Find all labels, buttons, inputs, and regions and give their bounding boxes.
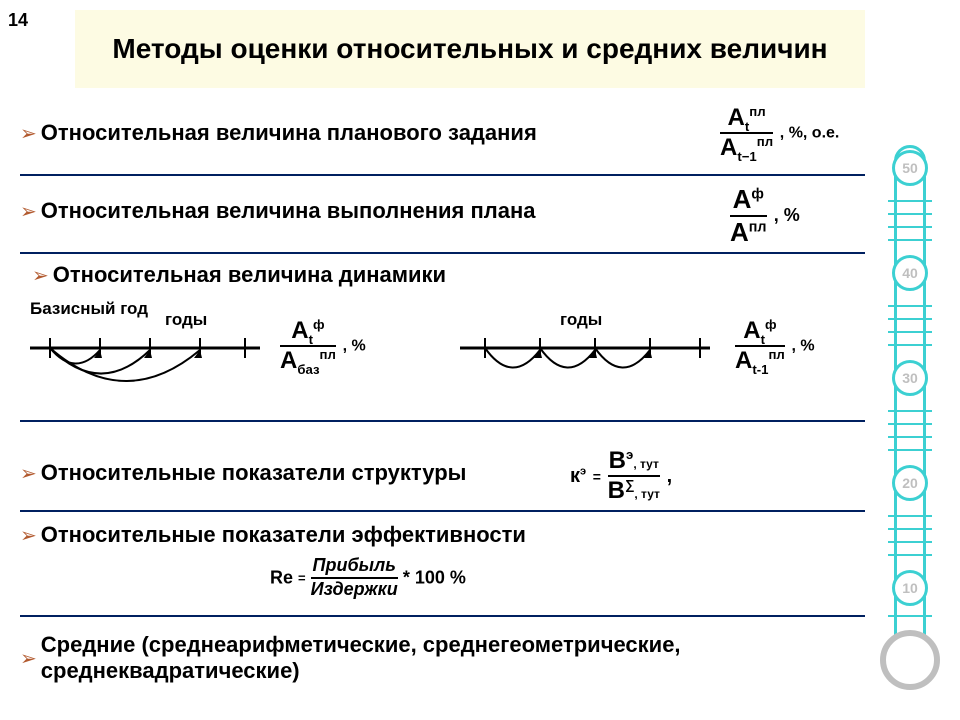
- formula-5: Re = Прибыль Издержки * 100 %: [270, 556, 466, 600]
- bullet-icon: ➢: [32, 263, 49, 288]
- divider-5: [20, 615, 865, 617]
- bullet-item-4: ➢ Относительные показатели структуры: [20, 460, 466, 486]
- formula-1: Atпл At−1пл , %, о.е.: [720, 105, 839, 162]
- bullet-item-5: ➢ Относительные показатели эффективности: [20, 522, 526, 548]
- bullet-text-4: Относительные показатели структуры: [41, 460, 467, 486]
- thermometer-icon: 50 40 30 20 10: [880, 145, 940, 690]
- formula-4: кэ = Bэ, тут B∑, тут ,: [570, 448, 672, 505]
- bullet-item-6: ➢ Средние (среднеарифметические, среднег…: [20, 632, 821, 684]
- bullet-item-3: ➢ Относительная величина динамики: [32, 262, 446, 288]
- bullet-icon: ➢: [20, 199, 37, 224]
- divider-4: [20, 510, 865, 512]
- divider-1: [20, 174, 865, 176]
- bullet-text-5: Относительные показатели эффективности: [41, 522, 526, 548]
- bullet-icon: ➢: [20, 646, 37, 671]
- bullet-icon: ➢: [20, 461, 37, 486]
- bullet-icon: ➢: [20, 523, 37, 548]
- divider-2: [20, 252, 865, 254]
- bullet-text-6: Средние (среднеарифметические, среднегео…: [41, 632, 821, 684]
- title-text: Методы оценки относительных и средних ве…: [112, 32, 827, 66]
- bullet-icon: ➢: [20, 121, 37, 146]
- bullet-text-1: Относительная величина планового задания: [41, 120, 537, 146]
- title-box: Методы оценки относительных и средних ве…: [75, 10, 865, 88]
- bullet-text-3: Относительная величина динамики: [53, 262, 446, 288]
- formula-3b: Atф At-1пл , %: [735, 318, 815, 375]
- page-number: 14: [8, 10, 28, 31]
- divider-3: [20, 420, 865, 422]
- formula-3a: Atф Aбазпл , %: [280, 318, 366, 375]
- formula-2: Aф Aпл , %: [730, 185, 800, 246]
- bullet-item-1: ➢ Относительная величина планового задан…: [20, 120, 537, 146]
- bullet-text-2: Относительная величина выполнения плана: [41, 198, 536, 224]
- bullet-item-2: ➢ Относительная величина выполнения план…: [20, 198, 536, 224]
